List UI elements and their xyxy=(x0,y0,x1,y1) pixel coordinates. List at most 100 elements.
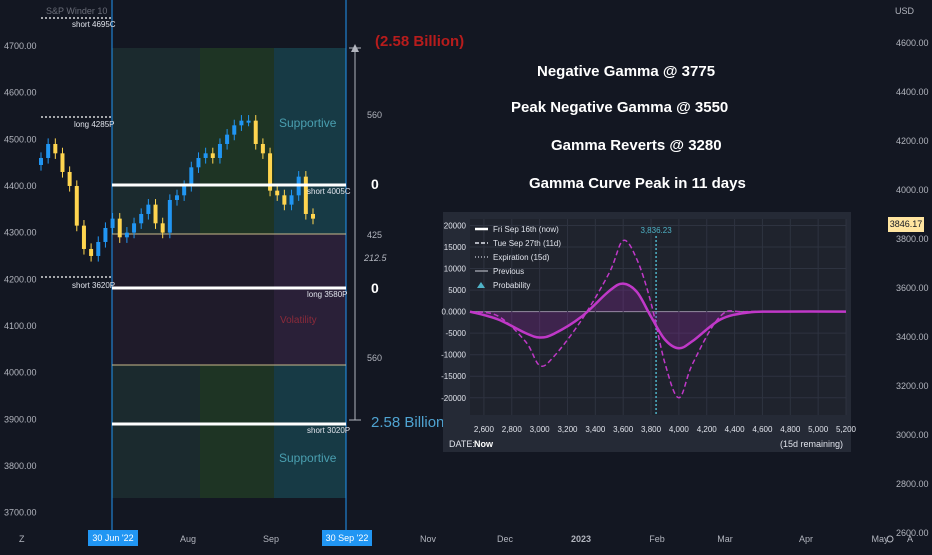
candle-body xyxy=(175,195,179,200)
inset-x-tick: 3,600 xyxy=(613,425,634,434)
spot-marker-label: 3,836.23 xyxy=(641,226,673,235)
candle-body xyxy=(39,157,43,165)
series-11d-line xyxy=(469,239,847,399)
levels-layer: short 4695C long 4285P short 4005C short 36… xyxy=(41,17,351,435)
annotation-peak-negative-gamma: Peak Negative Gamma @ 3550 xyxy=(511,99,729,116)
candle-body xyxy=(260,143,265,154)
x-tick: Mar xyxy=(717,534,733,544)
settings-gear-icon[interactable] xyxy=(886,535,894,543)
candle-body xyxy=(246,120,251,123)
y-right-tick: 3000.00 xyxy=(896,430,929,440)
legend-label: Expiration (15d) xyxy=(493,253,550,262)
inset-grid: 20000 15000 10000 5000 0.0000 -5000 -10000 -150… xyxy=(441,219,857,434)
plot-area xyxy=(470,219,846,415)
zone-middle-purple xyxy=(274,234,346,365)
candle-body xyxy=(167,199,172,233)
x-tick: May xyxy=(871,534,889,544)
candle-body xyxy=(53,143,58,154)
m212-label: 212.5 xyxy=(363,253,388,263)
inset-y-tick: 15000 xyxy=(444,243,467,252)
x-tick: Nov xyxy=(420,534,437,544)
candle-body xyxy=(160,223,165,233)
y-right-tick: 4000.00 xyxy=(896,185,929,195)
gamma-inset: 20000 15000 10000 5000 0.0000 -5000 -10000 -150… xyxy=(441,212,857,452)
candle-body xyxy=(196,157,201,168)
candle-body xyxy=(46,143,51,158)
inset-x-tick: 4,600 xyxy=(752,425,773,434)
y-left-tick: 4300.00 xyxy=(4,228,37,238)
x-tick: 2023 xyxy=(571,534,591,544)
x-tick: Feb xyxy=(649,534,665,544)
inset-x-tick: 3,200 xyxy=(557,425,578,434)
current-price-tag: 3846.17 xyxy=(888,217,924,232)
zoom-icon-left[interactable]: Z xyxy=(19,534,25,544)
y-left-tick: 3700.00 xyxy=(4,508,37,518)
candles-layer xyxy=(39,115,315,262)
level-label: short 3620P xyxy=(72,281,115,290)
candle-body xyxy=(303,176,308,214)
candle-body xyxy=(96,241,101,256)
auto-scale-icon[interactable]: A xyxy=(907,534,913,544)
candle-body xyxy=(89,248,94,256)
level-label: long 3580P xyxy=(307,290,347,299)
x-tick: Apr xyxy=(799,534,813,544)
candle-body xyxy=(203,153,208,158)
zone-lower-green xyxy=(200,365,274,498)
top-faded-title: S&P Winder 10 xyxy=(46,6,107,16)
upper-billion-label: (2.58 Billion) xyxy=(375,33,464,50)
inset-x-tick: 4,400 xyxy=(725,425,746,434)
candle-body xyxy=(217,143,222,158)
candle-body xyxy=(253,120,258,144)
zone-label-middle: Volatility xyxy=(280,315,317,326)
inset-x-tick: 4,000 xyxy=(669,425,690,434)
candle-body xyxy=(103,227,108,242)
y-right-tick: 3600.00 xyxy=(896,283,929,293)
end-date-text: 30 Sep '22 xyxy=(326,533,369,543)
candle-body xyxy=(74,185,79,226)
inset-x-tick: 3,000 xyxy=(530,425,551,434)
currency-label: USD xyxy=(895,6,915,16)
y-right-tick: 3200.00 xyxy=(896,381,929,391)
candle-body xyxy=(81,225,86,249)
candle-body xyxy=(225,134,230,144)
candle-body xyxy=(189,167,194,186)
x-tick: Aug xyxy=(180,534,196,544)
inset-y-tick: 0.0000 xyxy=(442,308,467,317)
y-axis-right: 4600.00 4400.00 4200.00 4000.00 3800.00 3600.… xyxy=(896,38,929,538)
inset-y-tick: -5000 xyxy=(446,329,467,338)
y-right-tick: 4200.00 xyxy=(896,136,929,146)
y-right-tick: 2800.00 xyxy=(896,479,929,489)
y-right-tick: 4400.00 xyxy=(896,87,929,97)
candle-body xyxy=(275,190,280,196)
inset-x-tick: 2,800 xyxy=(502,425,523,434)
annotation-gamma-peak-days: Gamma Curve Peak in 11 days xyxy=(529,175,746,192)
inset-y-tick: -15000 xyxy=(441,372,466,381)
y-right-tick: 3400.00 xyxy=(896,332,929,342)
m560-top-label: 560 xyxy=(367,110,382,120)
legend-label: Tue Sep 27th (11d) xyxy=(493,239,561,248)
candle-body xyxy=(232,125,237,135)
candle-body xyxy=(153,204,158,224)
y-right-tick: 2600.00 xyxy=(896,528,929,538)
zero-lower-label: 0 xyxy=(371,280,379,296)
legend-label: Previous xyxy=(493,267,524,276)
series-now-line xyxy=(469,282,847,350)
y-left-tick: 4400.00 xyxy=(4,181,37,191)
y-left-tick: 4200.00 xyxy=(4,274,37,284)
now-area xyxy=(470,283,846,349)
m425-label: 425 xyxy=(367,230,382,240)
y-left-tick: 4700.00 xyxy=(4,41,37,51)
footer-date-label: DATE: xyxy=(449,439,475,449)
zone-label-lower: Supportive xyxy=(279,451,337,465)
m560-bottom-label: 560 xyxy=(367,353,382,363)
inset-y-tick: -10000 xyxy=(441,351,466,360)
y-left-tick: 3900.00 xyxy=(4,414,37,424)
x-tick: Dec xyxy=(497,534,514,544)
footer-date-value: Now xyxy=(474,439,494,449)
candle-body xyxy=(67,171,72,186)
level-label: short 3020P xyxy=(307,426,350,435)
level-label: short 4005C xyxy=(307,187,351,196)
probability-legend-icon xyxy=(477,282,485,288)
